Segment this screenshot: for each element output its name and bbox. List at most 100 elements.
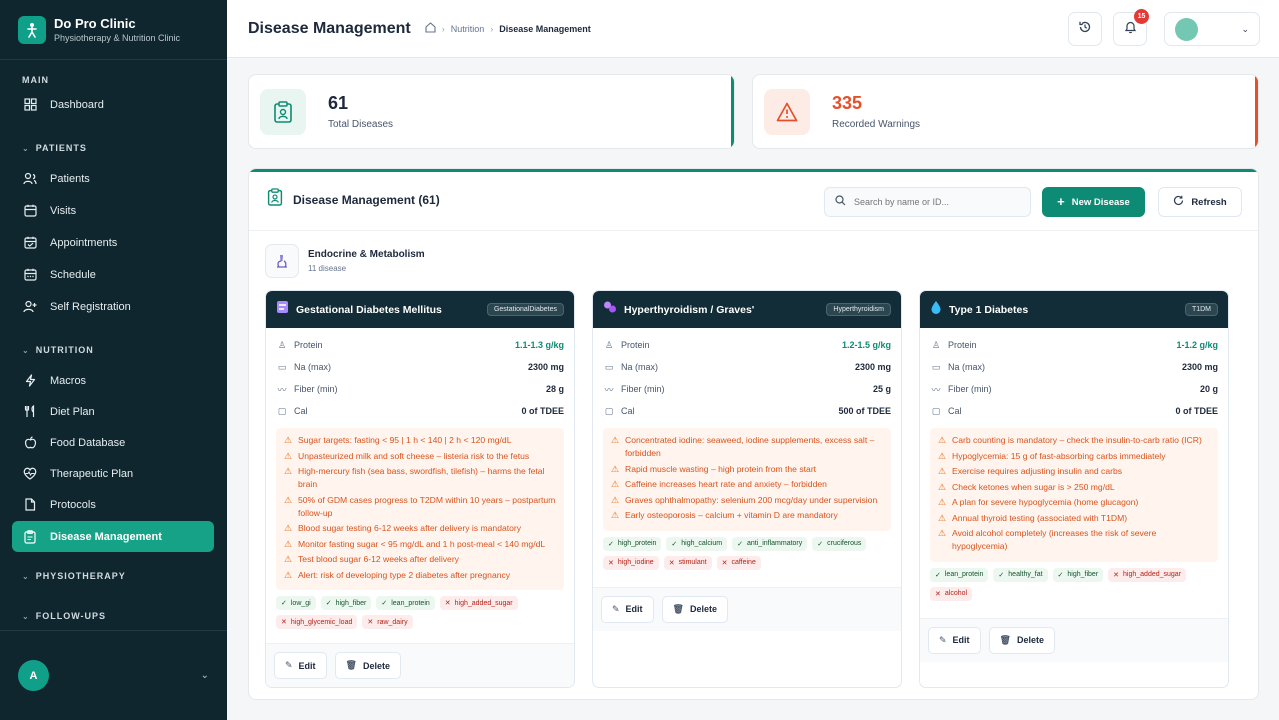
x-icon: ✕ [1113, 571, 1120, 579]
section-main: MAIN [22, 75, 49, 85]
edit-button[interactable]: ✎ Edit [928, 626, 981, 654]
warning-item: ⚠ Sugar targets: fasting < 95 | 1 h < 140… [284, 435, 512, 445]
salt-icon: ▭ [604, 361, 614, 372]
check-icon: ✓ [998, 571, 1005, 579]
disease-card-header: Gestational Diabetes Mellitus Gestationa… [266, 291, 574, 328]
sidebar-item-protocols[interactable]: Protocols [0, 489, 227, 520]
lightning-icon [22, 373, 38, 389]
calendar-grid-icon [22, 267, 38, 283]
card-actions: ✎ Edit 🗑 Delete [920, 617, 1228, 662]
sidebar-item-label: Food Database [50, 436, 126, 449]
sidebar-item-visits[interactable]: Visits [0, 195, 227, 226]
salt-icon: ▭ [931, 361, 941, 372]
sidebar-item-schedule[interactable]: Schedule [0, 259, 227, 290]
notifications-button[interactable]: 15 [1113, 9, 1149, 46]
chevron-down-icon: ⌄ [22, 143, 30, 153]
chevron-down-icon: ⌄ [1241, 23, 1249, 34]
delete-button[interactable]: 🗑 Delete [661, 595, 728, 623]
section-label: PHYSIOTHERAPY [35, 571, 126, 581]
warning-item: ⚠ 50% of GDM cases progress to T2DM withi… [284, 494, 556, 518]
warning-item: ⚠ Carb counting is mandatory – check the … [938, 435, 1202, 445]
delete-button[interactable]: 🗑 Delete [334, 652, 401, 679]
stat-value: 335 [832, 93, 863, 113]
search-box[interactable] [824, 187, 1031, 217]
sidebar-item-patients[interactable]: Patients [0, 163, 227, 194]
droplet-icon [930, 300, 942, 319]
sidebar-item-food-database[interactable]: Food Database [0, 427, 227, 458]
warning-icon: ⚠ [938, 512, 947, 523]
section-follow-ups[interactable]: ⌄ FOLLOW-UPS [0, 607, 128, 625]
tag-recommended: ✓ low_gi [276, 596, 316, 610]
row-value: 1-1.2 g/kg [1176, 340, 1218, 350]
sidebar-item-therapeutic-plan[interactable]: Therapeutic Plan [0, 458, 227, 489]
disease-card: Gestational Diabetes Mellitus Gestationa… [265, 290, 575, 688]
tag-avoid: ✕ high_added_sugar [439, 596, 518, 610]
row-value: 20 g [1199, 384, 1218, 394]
x-icon: ✕ [608, 559, 614, 567]
brand-name: Do Pro Clinic [54, 16, 136, 31]
sidebar-item-label: Diet Plan [50, 405, 95, 418]
x-icon: ✕ [281, 619, 287, 626]
warning-icon: ⚠ [938, 528, 947, 538]
delete-button[interactable]: 🗑 Delete [988, 626, 1055, 654]
sidebar-item-self-registration[interactable]: Self Registration [0, 291, 227, 322]
warning-icon: ⚠ [938, 481, 947, 492]
tag-avoid: ✕ alcohol [930, 586, 973, 601]
user-plus-icon [22, 299, 38, 315]
warning-icon: ⚠ [611, 463, 620, 474]
section-physiotherapy[interactable]: ⌄ PHYSIOTHERAPY [0, 567, 148, 585]
card-actions: ✎ Edit 🗑 Delete [593, 586, 901, 631]
disease-id-tag: Hyperthyroidism [826, 303, 891, 316]
button-label: New Disease [1071, 196, 1130, 208]
sidebar-item-label: Appointments [50, 236, 118, 249]
sidebar-item-diet-plan[interactable]: Diet Plan [0, 396, 227, 427]
clipboard-medical-icon [267, 188, 283, 211]
sidebar-item-appointments[interactable]: Appointments [0, 227, 227, 258]
warnings-list: ⚠ Sugar targets: fasting < 95 | 1 h < 140… [276, 428, 564, 590]
heart-pulse-icon [22, 466, 38, 482]
sidebar-item-disease-management[interactable]: Disease Management [12, 521, 214, 552]
top-header: Disease Management › Nutrition › Disease… [227, 0, 1279, 58]
x-icon: ✕ [935, 590, 941, 598]
warning-item: ⚠ Hypoglycemia: 15 g of fast-absorbing ca… [938, 450, 1166, 461]
warning-item: ⚠ Test blood sugar 6-12 weeks after deliv… [284, 554, 459, 564]
user-menu-sidebar[interactable]: A ⌄ [0, 630, 227, 720]
warning-icon: ⚠ [284, 523, 293, 533]
tag-recommended: ✓ healthy_fat [993, 567, 1048, 582]
sidebar-item-label: Dashboard [50, 98, 104, 111]
category-name: Endocrine & Metabolism [308, 249, 425, 260]
category-count: 11 disease [308, 264, 347, 273]
sidebar-item-dashboard[interactable]: Dashboard [0, 89, 227, 120]
history-button[interactable] [1068, 12, 1102, 46]
row-label: Cal [948, 406, 962, 416]
fiber-row: 〰 Fiber (min) 28 g [276, 378, 564, 400]
row-label: Fiber (min) [948, 384, 992, 394]
sodium-row: ▭ Na (max) 2300 mg [930, 356, 1218, 378]
pulse-icon: 〰 [277, 384, 287, 395]
breadcrumb-current: Disease Management [499, 23, 591, 34]
edit-button[interactable]: ✎ Edit [601, 595, 654, 623]
tag-recommended: ✓ high_fiber [320, 596, 372, 610]
section-patients[interactable]: ⌄ PATIENTS [0, 139, 109, 157]
section-nutrition[interactable]: ⌄ NUTRITION [0, 341, 116, 359]
search-input[interactable] [854, 197, 1014, 207]
row-label: Na (max) [294, 362, 332, 372]
sodium-row: ▭ Na (max) 2300 mg [276, 356, 564, 378]
row-label: Protein [621, 340, 650, 350]
check-icon: ✓ [817, 540, 824, 548]
tag-avoid: ✕ stimulant [663, 555, 712, 570]
new-disease-button[interactable]: + New Disease [1042, 187, 1145, 217]
row-label: Na (max) [621, 362, 659, 372]
edit-button[interactable]: ✎ Edit [274, 652, 327, 679]
tag-avoid: ✕ high_iodine [603, 555, 659, 570]
calendar-icon [22, 203, 38, 219]
brand[interactable]: Do Pro Clinic Physiotherapy & Nutrition … [0, 0, 227, 60]
refresh-button[interactable]: Refresh [1158, 187, 1242, 217]
sidebar-item-macros[interactable]: Macros [0, 365, 227, 396]
user-menu[interactable]: ⌄ [1164, 12, 1260, 46]
refresh-icon [1173, 195, 1184, 209]
home-icon[interactable] [425, 22, 436, 35]
chevron-down-icon: ⌄ [22, 345, 30, 355]
breadcrumb-nutrition[interactable]: Nutrition [450, 23, 485, 34]
warning-item: ⚠ Alert: risk of developing type 2 diabet… [284, 569, 511, 580]
